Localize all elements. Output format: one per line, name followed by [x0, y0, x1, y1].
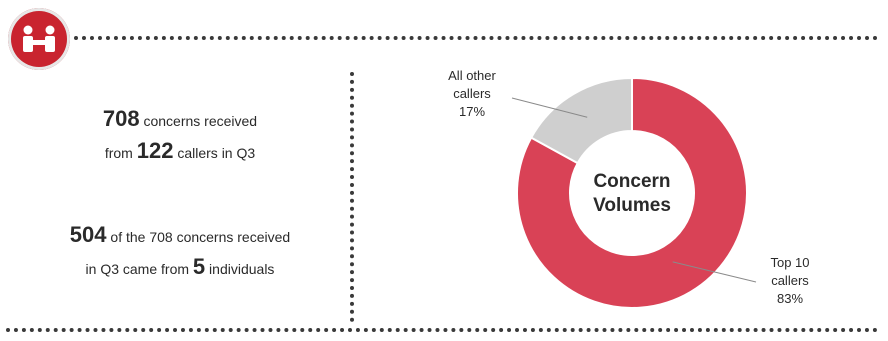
- stat-text: concerns received: [139, 113, 258, 129]
- slice-value-label: 17%: [459, 104, 485, 119]
- dotted-divider-bottom: [6, 328, 878, 332]
- stat-number: 708: [102, 106, 140, 131]
- center-label: Volumes: [593, 195, 671, 216]
- center-label: Concern: [593, 171, 670, 192]
- stat-line-2: from 122 callers in Q3: [30, 136, 330, 168]
- leader-line-0: [672, 261, 757, 283]
- dotted-divider-vertical: [350, 72, 354, 322]
- people-handshake-icon: [23, 25, 55, 52]
- donut-chart: Concern Volumes Top 10 callers 83% All other c…: [448, 68, 810, 309]
- slice-category-label: callers: [453, 86, 491, 101]
- stat-text: individuals: [205, 261, 275, 277]
- stat-text: in Q3 came from: [85, 261, 193, 277]
- stat-line-3: 504 of the 708 concerns received: [30, 220, 330, 252]
- stat-individuals: 504 of the 708 concerns received in Q3 c…: [30, 220, 330, 284]
- dotted-divider-top: [74, 36, 878, 40]
- slice-category-label: Top 10: [770, 255, 809, 270]
- donut-slice-0: [516, 76, 748, 309]
- slice-category-label: callers: [771, 273, 809, 288]
- donut-chart-container: Concern Volumes Top 10 callers 83% All other c…: [360, 60, 888, 330]
- leader-line-1: [511, 97, 588, 118]
- stat-text: of the 708 concerns received: [106, 229, 291, 245]
- stat-text: from: [104, 145, 137, 161]
- stat-number: 504: [69, 222, 107, 247]
- stat-text: callers in Q3: [173, 145, 256, 161]
- stat-concerns-received: 708 concerns received from 122 callers i…: [30, 104, 330, 168]
- logo-badge: [8, 8, 70, 70]
- slice-category-label: All other: [448, 68, 496, 83]
- stat-line-1: 708 concerns received: [30, 104, 330, 136]
- stat-number: 5: [192, 254, 206, 279]
- stat-number: 122: [136, 138, 174, 163]
- stat-line-4: in Q3 came from 5 individuals: [30, 252, 330, 284]
- slice-value-label: 83%: [777, 291, 803, 306]
